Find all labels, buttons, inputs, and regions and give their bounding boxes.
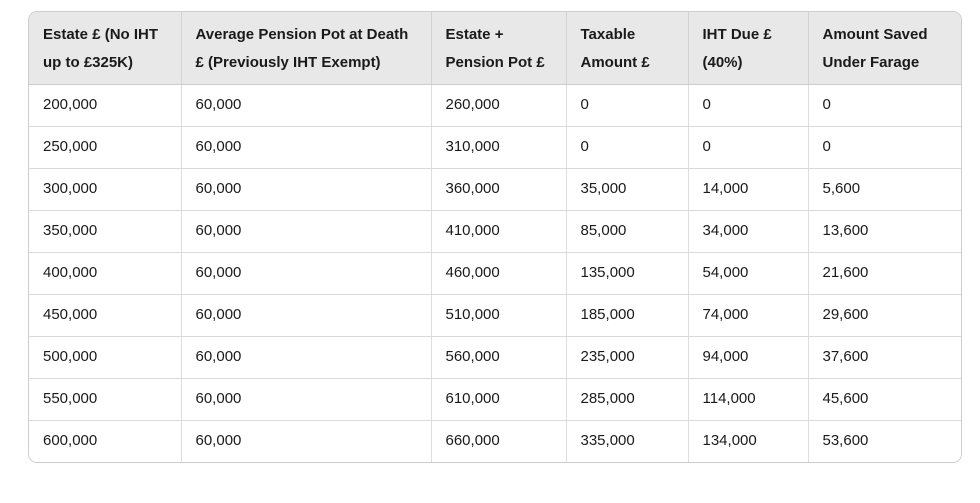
table-cell: 54,000: [687, 252, 808, 295]
iht-pension-table: Estate £ (No IHT up to £325K) Average Pe…: [29, 12, 961, 462]
column-header-estate-plus-pension: Estate + Pension Pot £: [430, 12, 566, 85]
table-cell: 660,000: [430, 420, 566, 462]
table-cell: 300,000: [29, 168, 181, 211]
table-cell: 14,000: [687, 168, 808, 211]
iht-pension-table-container: Estate £ (No IHT up to £325K) Average Pe…: [28, 11, 962, 463]
table-cell: 60,000: [180, 84, 431, 127]
table-cell: 60,000: [180, 420, 431, 462]
table-cell: 53,600: [807, 420, 961, 462]
table-header: Estate £ (No IHT up to £325K) Average Pe…: [29, 12, 961, 85]
column-header-iht-due: IHT Due £ (40%): [687, 12, 808, 85]
table-cell: 5,600: [807, 168, 961, 211]
table-cell: 45,600: [807, 378, 961, 421]
table-cell: 60,000: [180, 126, 431, 169]
table-cell: 335,000: [565, 420, 688, 462]
column-header-estate: Estate £ (No IHT up to £325K): [29, 12, 181, 85]
table-row: 450,000 60,000 510,000 185,000 74,000 29…: [29, 294, 961, 337]
table-cell: 610,000: [430, 378, 566, 421]
table-cell: 60,000: [180, 378, 431, 421]
table-body: 200,000 60,000 260,000 0 0 0 250,000 60,…: [29, 84, 961, 462]
table-cell: 0: [565, 84, 688, 127]
table-cell: 0: [687, 84, 808, 127]
table-cell: 0: [807, 84, 961, 127]
table-cell: 200,000: [29, 84, 181, 127]
table-cell: 60,000: [180, 252, 431, 295]
table-cell: 94,000: [687, 336, 808, 379]
table-cell: 350,000: [29, 210, 181, 253]
table-cell: 260,000: [430, 84, 566, 127]
table-cell: 60,000: [180, 336, 431, 379]
table-cell: 34,000: [687, 210, 808, 253]
table-row: 300,000 60,000 360,000 35,000 14,000 5,6…: [29, 168, 961, 211]
table-cell: 0: [565, 126, 688, 169]
table-cell: 35,000: [565, 168, 688, 211]
table-cell: 310,000: [430, 126, 566, 169]
table-cell: 560,000: [430, 336, 566, 379]
table-cell: 13,600: [807, 210, 961, 253]
table-cell: 0: [687, 126, 808, 169]
table-row: 550,000 60,000 610,000 285,000 114,000 4…: [29, 378, 961, 421]
table-row: 500,000 60,000 560,000 235,000 94,000 37…: [29, 336, 961, 379]
table-row: 250,000 60,000 310,000 0 0 0: [29, 126, 961, 169]
table-cell: 400,000: [29, 252, 181, 295]
table-cell: 134,000: [687, 420, 808, 462]
column-header-avg-pension-pot: Average Pension Pot at Death £ (Previous…: [180, 12, 431, 85]
table-cell: 135,000: [565, 252, 688, 295]
table-row: 600,000 60,000 660,000 335,000 134,000 5…: [29, 420, 961, 462]
table-cell: 285,000: [565, 378, 688, 421]
table-cell: 460,000: [430, 252, 566, 295]
table-cell: 60,000: [180, 168, 431, 211]
table-cell: 185,000: [565, 294, 688, 337]
column-header-taxable-amount: Taxable Amount £: [565, 12, 688, 85]
table-cell: 500,000: [29, 336, 181, 379]
table-cell: 600,000: [29, 420, 181, 462]
column-header-amount-saved: Amount Saved Under Farage: [807, 12, 961, 85]
header-row: Estate £ (No IHT up to £325K) Average Pe…: [29, 12, 961, 85]
table-cell: 60,000: [180, 294, 431, 337]
table-cell: 29,600: [807, 294, 961, 337]
table-row: 350,000 60,000 410,000 85,000 34,000 13,…: [29, 210, 961, 253]
table-cell: 114,000: [687, 378, 808, 421]
table-cell: 450,000: [29, 294, 181, 337]
table-cell: 74,000: [687, 294, 808, 337]
table-cell: 360,000: [430, 168, 566, 211]
table-cell: 510,000: [430, 294, 566, 337]
table-cell: 250,000: [29, 126, 181, 169]
table-cell: 410,000: [430, 210, 566, 253]
table-row: 200,000 60,000 260,000 0 0 0: [29, 84, 961, 127]
table-cell: 235,000: [565, 336, 688, 379]
table-row: 400,000 60,000 460,000 135,000 54,000 21…: [29, 252, 961, 295]
table-cell: 37,600: [807, 336, 961, 379]
table-cell: 85,000: [565, 210, 688, 253]
table-cell: 0: [807, 126, 961, 169]
table-cell: 21,600: [807, 252, 961, 295]
table-cell: 550,000: [29, 378, 181, 421]
table-cell: 60,000: [180, 210, 431, 253]
